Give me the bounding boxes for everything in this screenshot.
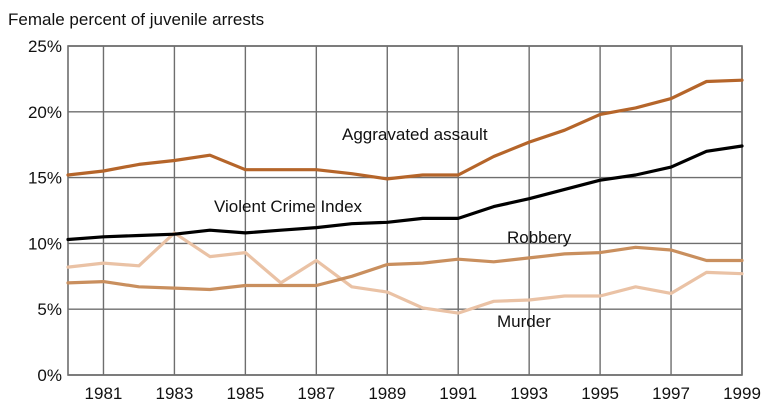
x-tick-label: 1983 [156,384,194,403]
series-label-robbery: Robbery [507,228,572,247]
series-line-murder [66,231,744,315]
grid-lines [67,45,743,376]
series-labels: Aggravated assault Violent Crime Index Rob… [214,125,572,331]
plot-frame [67,45,743,376]
axis-ticks: 0% 5% 10% 15% 20% 25% 1981 1983 1985 1987 1989 1991… [28,37,761,403]
x-tick-label: 1985 [226,384,264,403]
y-tick-label: 15% [28,169,62,188]
series-lines [66,78,744,315]
series-label-aggravated-assault: Aggravated assault [342,125,488,144]
series-label-murder: Murder [497,312,551,331]
series-line-violent-crime-index [66,144,744,242]
y-tick-label: 5% [37,300,62,319]
y-tick-label: 20% [28,103,62,122]
x-tick-label: 1987 [297,384,335,403]
y-tick-label: 25% [28,37,62,56]
x-tick-label: 1999 [723,384,761,403]
x-tick-label: 1981 [85,384,123,403]
series-line-aggravated-assault [66,78,744,181]
y-tick-label: 0% [37,366,62,385]
x-tick-label: 1993 [510,384,548,403]
x-tick-label: 1997 [652,384,690,403]
x-tick-label: 1989 [368,384,406,403]
series-line-robbery [66,245,744,292]
x-tick-label: 1991 [439,384,477,403]
x-tick-label: 1995 [581,384,619,403]
chart-title: Female percent of juvenile arrests [8,10,264,29]
series-label-violent-crime-index: Violent Crime Index [214,197,363,216]
y-tick-label: 10% [28,234,62,253]
